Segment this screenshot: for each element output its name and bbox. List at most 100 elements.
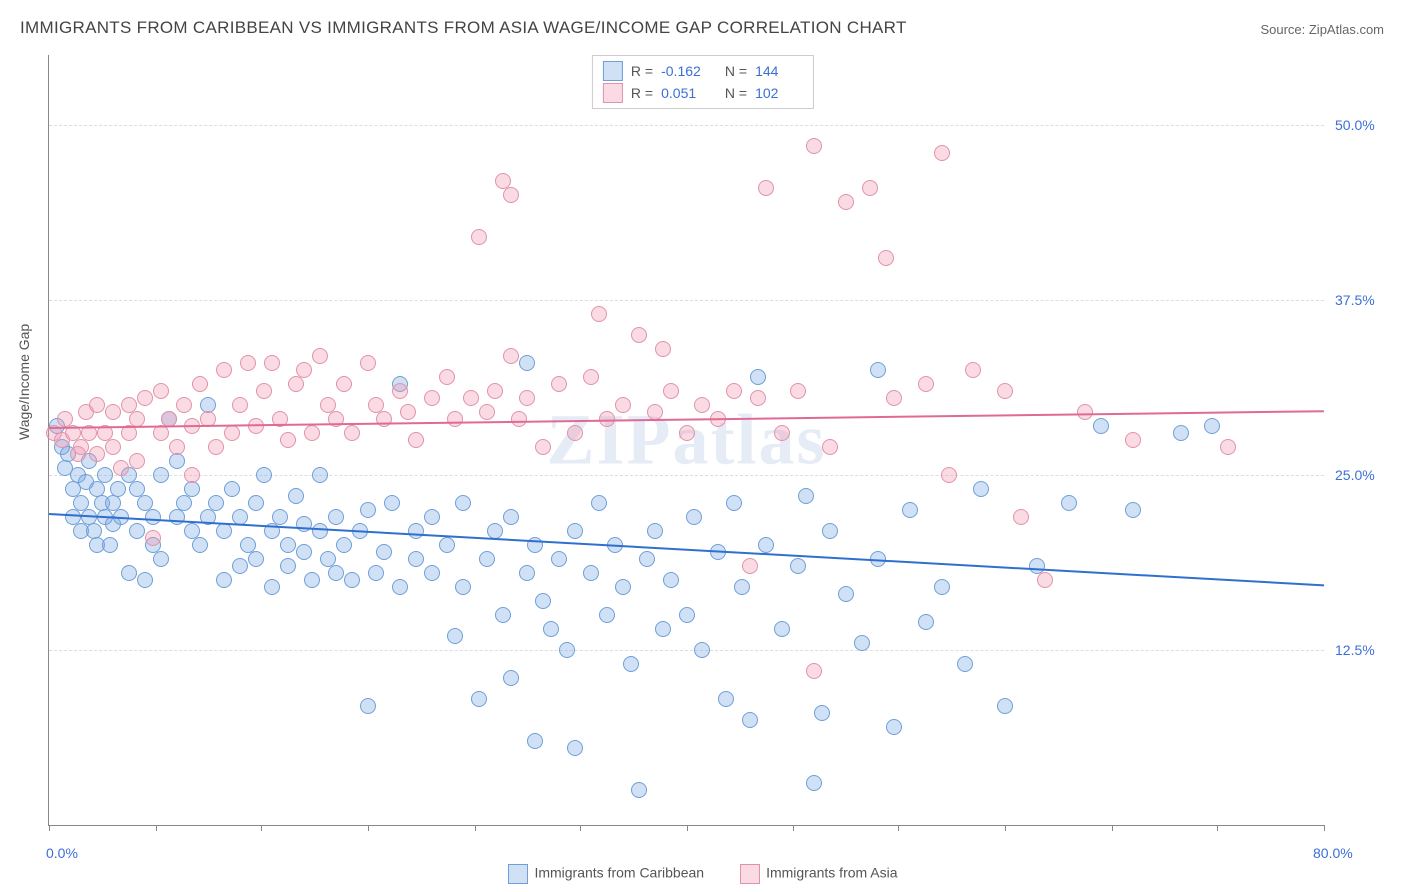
scatter-point	[822, 523, 838, 539]
scatter-point	[121, 565, 137, 581]
x-tick	[261, 825, 262, 831]
scatter-point	[1220, 439, 1236, 455]
scatter-point	[535, 593, 551, 609]
scatter-point	[153, 467, 169, 483]
scatter-point	[169, 439, 185, 455]
scatter-point	[862, 180, 878, 196]
scatter-point	[838, 586, 854, 602]
scatter-point	[973, 481, 989, 497]
scatter-point	[169, 509, 185, 525]
scatter-point	[559, 642, 575, 658]
scatter-point	[615, 579, 631, 595]
scatter-point	[384, 495, 400, 511]
scatter-point	[184, 481, 200, 497]
scatter-point	[495, 607, 511, 623]
scatter-point	[89, 446, 105, 462]
scatter-point	[631, 327, 647, 343]
scatter-point	[750, 369, 766, 385]
x-tick	[898, 825, 899, 831]
gridline	[49, 125, 1324, 126]
scatter-point	[870, 362, 886, 378]
scatter-point	[408, 432, 424, 448]
scatter-point	[623, 656, 639, 672]
scatter-point	[742, 558, 758, 574]
scatter-point	[1173, 425, 1189, 441]
scatter-point	[551, 376, 567, 392]
scatter-point	[918, 614, 934, 630]
y-axis-title: Wage/Income Gap	[16, 324, 32, 440]
scatter-point	[567, 523, 583, 539]
x-tick	[1112, 825, 1113, 831]
scatter-point	[280, 558, 296, 574]
x-tick	[49, 825, 50, 831]
scatter-point	[184, 467, 200, 483]
scatter-point	[447, 411, 463, 427]
x-max-label: 80.0%	[1313, 845, 1353, 861]
scatter-point	[129, 523, 145, 539]
scatter-point	[360, 698, 376, 714]
legend-r-label: R =	[631, 60, 653, 82]
legend-swatch	[740, 864, 760, 884]
x-tick	[156, 825, 157, 831]
scatter-point	[169, 453, 185, 469]
x-tick	[580, 825, 581, 831]
series-legend: Immigrants from CaribbeanImmigrants from…	[0, 864, 1406, 884]
scatter-point	[256, 383, 272, 399]
scatter-point	[1125, 432, 1141, 448]
legend-n-label: N =	[717, 60, 747, 82]
scatter-point	[129, 453, 145, 469]
scatter-point	[822, 439, 838, 455]
scatter-point	[424, 509, 440, 525]
scatter-point	[296, 544, 312, 560]
scatter-point	[256, 467, 272, 483]
scatter-point	[232, 397, 248, 413]
scatter-point	[312, 523, 328, 539]
scatter-point	[408, 551, 424, 567]
scatter-point	[360, 502, 376, 518]
scatter-point	[89, 397, 105, 413]
scatter-point	[113, 460, 129, 476]
scatter-point	[774, 621, 790, 637]
scatter-point	[105, 404, 121, 420]
scatter-point	[1061, 495, 1077, 511]
y-tick-label: 37.5%	[1335, 292, 1375, 308]
scatter-point	[424, 390, 440, 406]
scatter-point	[941, 467, 957, 483]
scatter-point	[726, 383, 742, 399]
scatter-point	[471, 691, 487, 707]
scatter-point	[288, 376, 304, 392]
legend-swatch	[603, 61, 623, 81]
scatter-point	[248, 551, 264, 567]
legend-n-label: N =	[717, 82, 747, 104]
legend-item: Immigrants from Asia	[740, 864, 897, 884]
scatter-point	[957, 656, 973, 672]
scatter-point	[934, 145, 950, 161]
scatter-point	[216, 362, 232, 378]
scatter-point	[129, 411, 145, 427]
scatter-point	[240, 355, 256, 371]
x-tick	[475, 825, 476, 831]
scatter-point	[1037, 572, 1053, 588]
scatter-point	[591, 306, 607, 322]
scatter-point	[471, 229, 487, 245]
scatter-point	[750, 390, 766, 406]
x-tick	[1005, 825, 1006, 831]
legend-n-value: 102	[755, 82, 803, 104]
scatter-point	[344, 425, 360, 441]
scatter-point	[336, 376, 352, 392]
scatter-point	[551, 551, 567, 567]
scatter-point	[790, 383, 806, 399]
scatter-point	[878, 250, 894, 266]
scatter-point	[631, 782, 647, 798]
scatter-point	[102, 537, 118, 553]
legend-n-value: 144	[755, 60, 803, 82]
scatter-point	[439, 369, 455, 385]
scatter-point	[296, 362, 312, 378]
x-tick	[368, 825, 369, 831]
source-attribution: Source: ZipAtlas.com	[1260, 22, 1384, 37]
scatter-point	[208, 495, 224, 511]
legend-label: Immigrants from Asia	[766, 865, 897, 881]
scatter-point	[145, 530, 161, 546]
scatter-point	[312, 348, 328, 364]
scatter-point	[479, 404, 495, 420]
